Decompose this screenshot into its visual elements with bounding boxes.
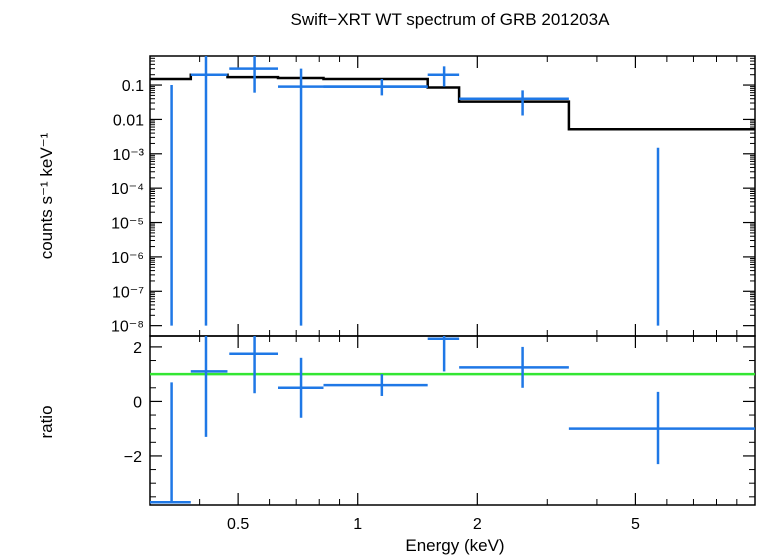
- ratio-y-tick-labels: 2 0 −2: [124, 340, 142, 466]
- ratio-frame: [149, 335, 756, 506]
- ratio-data-point: [229, 336, 279, 394]
- spectrum-ticks: [149, 55, 755, 336]
- y-tick-label: 10⁻⁶: [111, 250, 144, 267]
- y-tick-label: 0.01: [113, 112, 144, 129]
- spectrum-data-point: [427, 66, 460, 87]
- y-tick-label: 2: [133, 340, 142, 357]
- ratio-data: [150, 336, 755, 504]
- ratio-data-point: [190, 336, 228, 437]
- y-tick-label: 10⁻⁷: [112, 284, 144, 301]
- y-axis-label-spectrum: counts s⁻¹ keV⁻¹: [37, 132, 56, 259]
- model-step-line: [150, 73, 755, 131]
- ratio-data-point: [568, 391, 755, 465]
- chart-title: Swift−XRT WT spectrum of GRB 201203A: [291, 10, 611, 29]
- spectrum-panel: 0.1 0.01 10⁻³ 10⁻⁴ 10⁻⁵ 10⁻⁶ 10⁻⁷ 10⁻⁸: [111, 55, 756, 337]
- spectrum-data-point: [278, 68, 428, 326]
- ratio-panel: 2 0 −2: [124, 335, 756, 506]
- y-tick-label: −2: [124, 449, 142, 466]
- x-tick-label: 1: [353, 516, 362, 533]
- ratio-data-point: [323, 374, 428, 396]
- spectrum-data-point: [190, 56, 228, 326]
- spectrum-y-tick-labels: 0.1 0.01 10⁻³ 10⁻⁴ 10⁻⁵ 10⁻⁶ 10⁻⁷ 10⁻⁸: [111, 78, 145, 336]
- ratio-data-point: [427, 336, 460, 372]
- spectrum-model: [150, 73, 755, 131]
- x-tick-label: 2: [473, 516, 482, 533]
- y-tick-label: 0.1: [122, 78, 144, 95]
- y-tick-label: 0: [133, 394, 142, 411]
- spectrum-data-point: [229, 56, 279, 93]
- ratio-ticks: [149, 336, 755, 505]
- y-tick-label: 10⁻⁴: [111, 181, 144, 198]
- y-axis-label-ratio: ratio: [37, 405, 56, 438]
- x-tick-label: 5: [631, 516, 640, 533]
- ratio-data-point: [278, 357, 324, 418]
- spectrum-frame: [149, 55, 756, 337]
- spectrum-data: [170, 56, 660, 326]
- x-axis-label: Energy (keV): [405, 536, 504, 555]
- ratio-data-point: [459, 346, 569, 388]
- x-tick-labels: 0.5 1 2 5: [227, 516, 640, 533]
- spectrum-data-point: [459, 90, 569, 116]
- ratio-data-point: [150, 382, 191, 504]
- x-tick-label: 0.5: [227, 516, 249, 533]
- y-tick-label: 10⁻⁵: [111, 216, 144, 233]
- spectrum-data-point: [323, 78, 428, 96]
- y-tick-label: 10⁻⁸: [111, 319, 144, 336]
- y-tick-label: 10⁻³: [112, 147, 144, 164]
